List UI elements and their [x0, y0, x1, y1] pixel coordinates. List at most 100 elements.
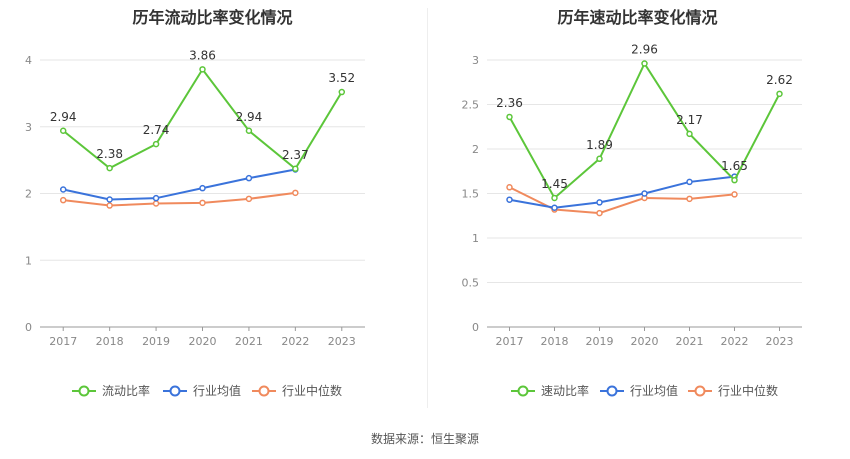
data-point[interactable] — [245, 127, 253, 135]
data-point[interactable] — [59, 186, 67, 193]
legend-marker-icon — [169, 385, 181, 397]
data-label: 3.86 — [189, 48, 216, 62]
data-point[interactable] — [551, 194, 558, 202]
legend-item[interactable]: 速动比率 — [511, 383, 589, 398]
legend-marker-icon — [258, 385, 270, 397]
y-tick-label: 0 — [25, 321, 32, 334]
data-point[interactable] — [686, 195, 693, 203]
data-label: 2.94 — [236, 110, 263, 124]
x-tick-label: 2021 — [676, 335, 704, 348]
data-point[interactable] — [245, 195, 253, 203]
data-point[interactable] — [106, 196, 113, 203]
y-tick-label: 0 — [472, 321, 479, 334]
series-line-industry-median — [63, 191, 296, 207]
data-point[interactable] — [152, 140, 160, 148]
data-point[interactable] — [641, 60, 648, 67]
legend-marker-icon — [517, 385, 529, 397]
current-ratio-chart: 0 1 2 3 4 2017 2018 2019 2020 2021 2022 2023 2.94 2.3… — [25, 48, 365, 398]
y-tick-label: 1 — [472, 232, 479, 245]
x-tick-label: 2020 — [189, 335, 217, 348]
quick-ratio-chart: 0 0.5 1 1.5 2 2.5 3 2017 2018 2019 2020 2021 2022 202… — [462, 43, 802, 398]
data-point[interactable] — [245, 174, 253, 182]
data-point[interactable] — [59, 196, 67, 204]
data-point[interactable] — [731, 191, 738, 198]
legend-item[interactable]: 行业中位数 — [252, 383, 342, 398]
data-point[interactable] — [506, 184, 513, 191]
x-tick-label: 2019 — [142, 335, 170, 348]
data-point[interactable] — [292, 165, 299, 173]
panel-divider — [427, 8, 428, 408]
data-point[interactable] — [506, 196, 513, 203]
x-tick-label: 2020 — [631, 335, 659, 348]
x-tick-label: 2017 — [49, 335, 77, 348]
legend-label: 流动比率 — [102, 383, 150, 398]
data-point[interactable] — [106, 202, 113, 209]
legend-marker-icon — [694, 385, 706, 397]
x-tick-label: 2018 — [96, 335, 124, 348]
data-point[interactable] — [199, 66, 206, 73]
data-point[interactable] — [686, 130, 693, 138]
legend-label: 行业均值 — [630, 383, 678, 398]
legend-label: 速动比率 — [541, 383, 589, 398]
data-point[interactable] — [338, 88, 346, 96]
chart-title: 历年流动比率变化情况 — [132, 8, 293, 27]
data-label: 2.62 — [766, 73, 793, 87]
data-source-value: 恒生聚源 — [431, 432, 480, 446]
data-point[interactable] — [596, 209, 603, 217]
y-tick-label: 2 — [25, 188, 32, 201]
series-line-industry-avg — [63, 168, 296, 201]
y-tick-label: 1.5 — [462, 188, 480, 201]
data-point[interactable] — [686, 178, 693, 186]
x-tick-label: 2022 — [721, 335, 749, 348]
legend-label: 行业均值 — [193, 383, 241, 398]
data-point[interactable] — [731, 176, 738, 184]
y-tick-label: 2.5 — [462, 99, 480, 112]
legend-item[interactable]: 行业中位数 — [688, 383, 778, 398]
data-point[interactable] — [596, 199, 603, 206]
data-point[interactable] — [641, 190, 648, 197]
data-label: 2.36 — [496, 96, 523, 110]
legend-marker-icon — [606, 385, 618, 397]
data-label: 2.74 — [143, 123, 170, 137]
legend-label: 行业中位数 — [282, 383, 342, 398]
data-point[interactable] — [199, 199, 206, 207]
data-label: 1.45 — [541, 177, 568, 191]
data-point[interactable] — [106, 164, 113, 172]
data-point[interactable] — [152, 200, 160, 207]
x-tick-label: 2023 — [328, 335, 356, 348]
data-source: 数据来源：恒生聚源 — [0, 430, 850, 447]
y-tick-label: 4 — [25, 54, 32, 67]
data-source-label: 数据来源： — [370, 432, 431, 446]
y-tick-label: 2 — [472, 143, 479, 156]
data-label: 2.38 — [96, 147, 123, 161]
x-tick-label: 2023 — [766, 335, 794, 348]
legend-marker-icon — [78, 385, 90, 397]
data-point[interactable] — [292, 189, 299, 197]
data-point[interactable] — [776, 90, 783, 98]
series-line-industry-avg — [509, 175, 735, 209]
series-line-industry-median — [509, 186, 735, 215]
data-point[interactable] — [596, 155, 603, 163]
data-label: 1.89 — [586, 138, 613, 152]
y-tick-label: 3 — [472, 54, 479, 67]
chart-title: 历年速动比率变化情况 — [557, 8, 718, 27]
y-tick-label: 0.5 — [462, 277, 480, 290]
data-point[interactable] — [199, 184, 206, 192]
legend-item[interactable]: 行业均值 — [600, 383, 678, 398]
x-tick-label: 2017 — [496, 335, 524, 348]
x-tick-label: 2021 — [235, 335, 263, 348]
legend-item[interactable]: 行业均值 — [163, 383, 241, 398]
data-point[interactable] — [506, 113, 513, 121]
x-tick-label: 2022 — [281, 335, 309, 348]
x-tick-label: 2019 — [586, 335, 614, 348]
data-point[interactable] — [152, 194, 160, 202]
data-point[interactable] — [59, 127, 67, 135]
x-tick-label: 2018 — [541, 335, 569, 348]
y-tick-label: 3 — [25, 121, 32, 134]
data-label: 2.17 — [676, 113, 703, 127]
data-label: 3.52 — [328, 71, 355, 85]
data-point[interactable] — [551, 204, 558, 211]
y-tick-label: 1 — [25, 254, 32, 267]
legend-item[interactable]: 流动比率 — [72, 383, 150, 398]
legend-label: 行业中位数 — [718, 383, 778, 398]
